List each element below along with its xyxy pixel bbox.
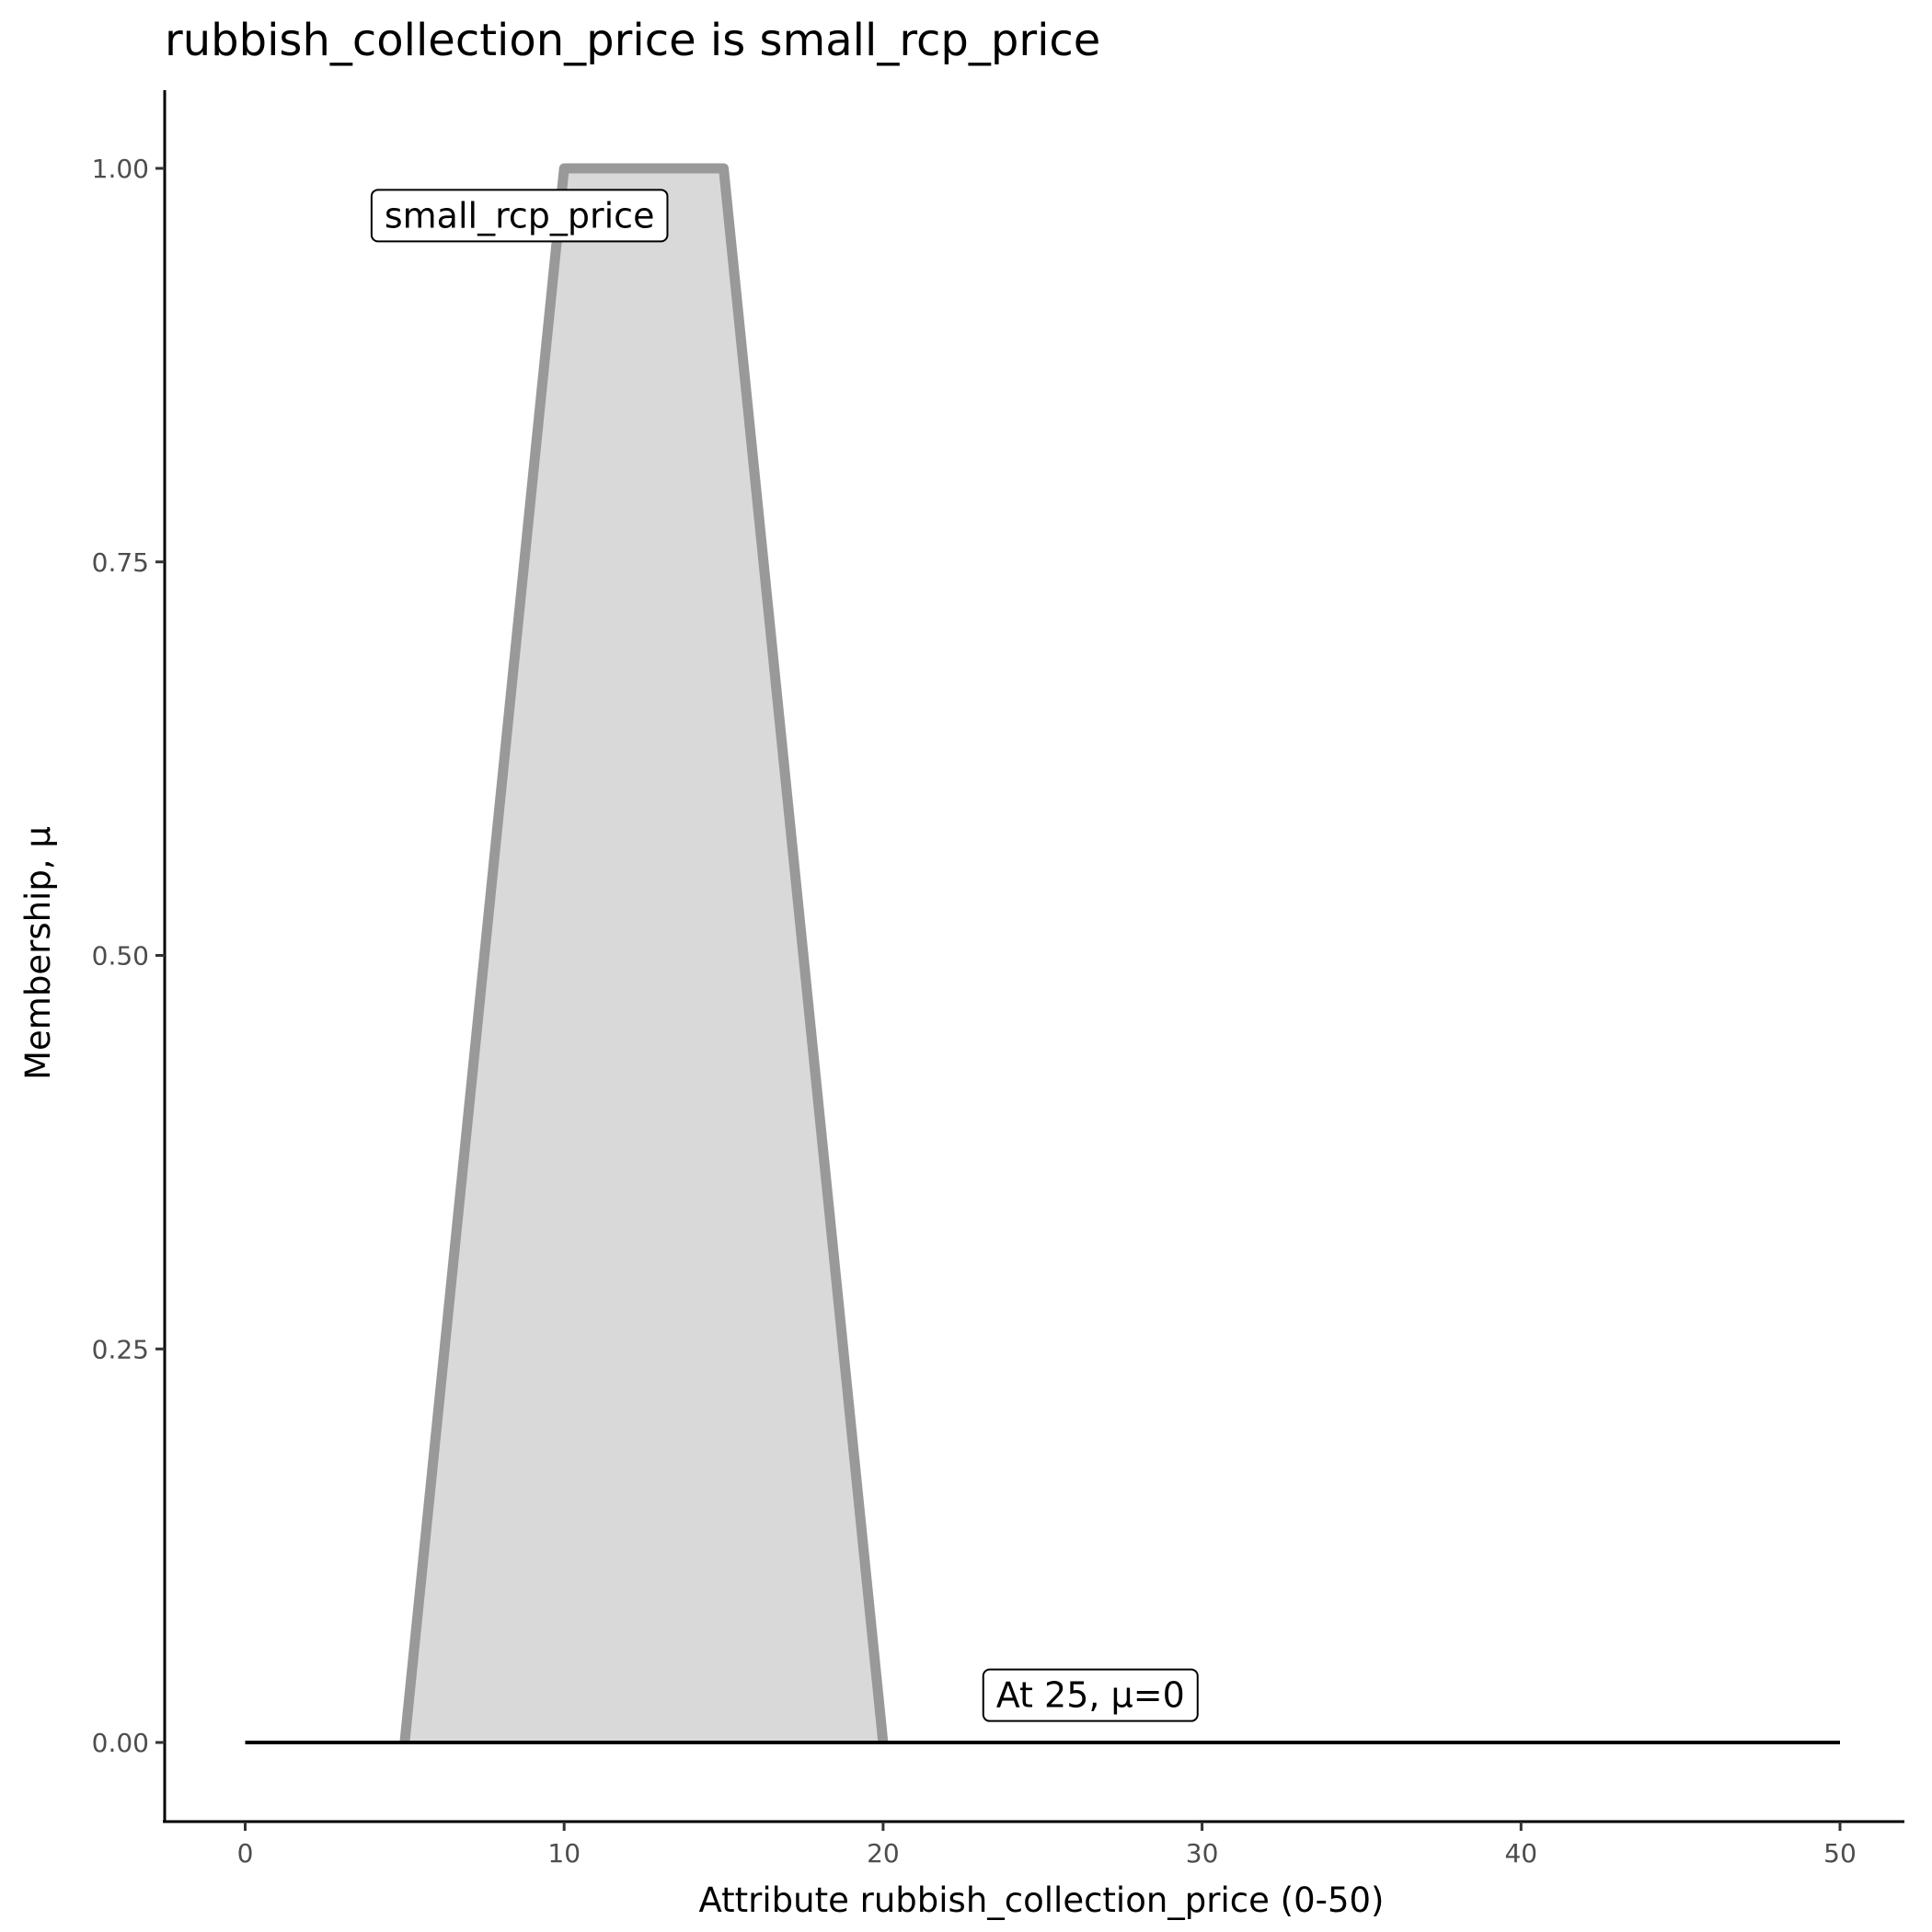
x-tick-label: 30 xyxy=(1186,1838,1219,1869)
y-tick-label: 1.00 xyxy=(92,154,149,184)
y-tick-label: 0.75 xyxy=(92,547,149,578)
x-tick-label: 20 xyxy=(867,1838,900,1869)
chart-title: rubbish_collection_price is small_rcp_pr… xyxy=(165,15,1100,66)
annotation-box xyxy=(370,189,669,243)
y-tick-label: 0.00 xyxy=(92,1728,149,1758)
plot-area xyxy=(245,163,1840,1744)
x-axis-title: Attribute rubbish_collection_price (0-50… xyxy=(699,1880,1385,1920)
membership-area-fill xyxy=(404,168,883,1742)
annotation-text: small_rcp_price xyxy=(385,195,655,236)
x-tick-label: 0 xyxy=(237,1838,254,1869)
annotations: small_rcp_price At 25, μ=0 xyxy=(370,189,1199,1722)
annotation-label: small_rcp_price xyxy=(370,189,669,243)
y-axis-title: Membership, μ xyxy=(18,826,58,1080)
y-tick-label: 0.50 xyxy=(92,941,149,972)
x-tick-label: 40 xyxy=(1504,1838,1537,1869)
annotation-box xyxy=(982,1668,1199,1722)
x-tick-label: 50 xyxy=(1823,1838,1857,1869)
x-axis-ticks: 0 10 20 30 40 50 xyxy=(237,1822,1857,1869)
annotation-label: At 25, μ=0 xyxy=(982,1668,1199,1722)
y-axis-ticks: 0.00 0.25 0.50 0.75 1.00 xyxy=(92,154,165,1758)
membership-line xyxy=(399,163,889,1743)
x-tick-label: 10 xyxy=(547,1838,581,1869)
y-tick-label: 0.25 xyxy=(92,1334,149,1364)
annotation-text: At 25, μ=0 xyxy=(996,1675,1185,1716)
